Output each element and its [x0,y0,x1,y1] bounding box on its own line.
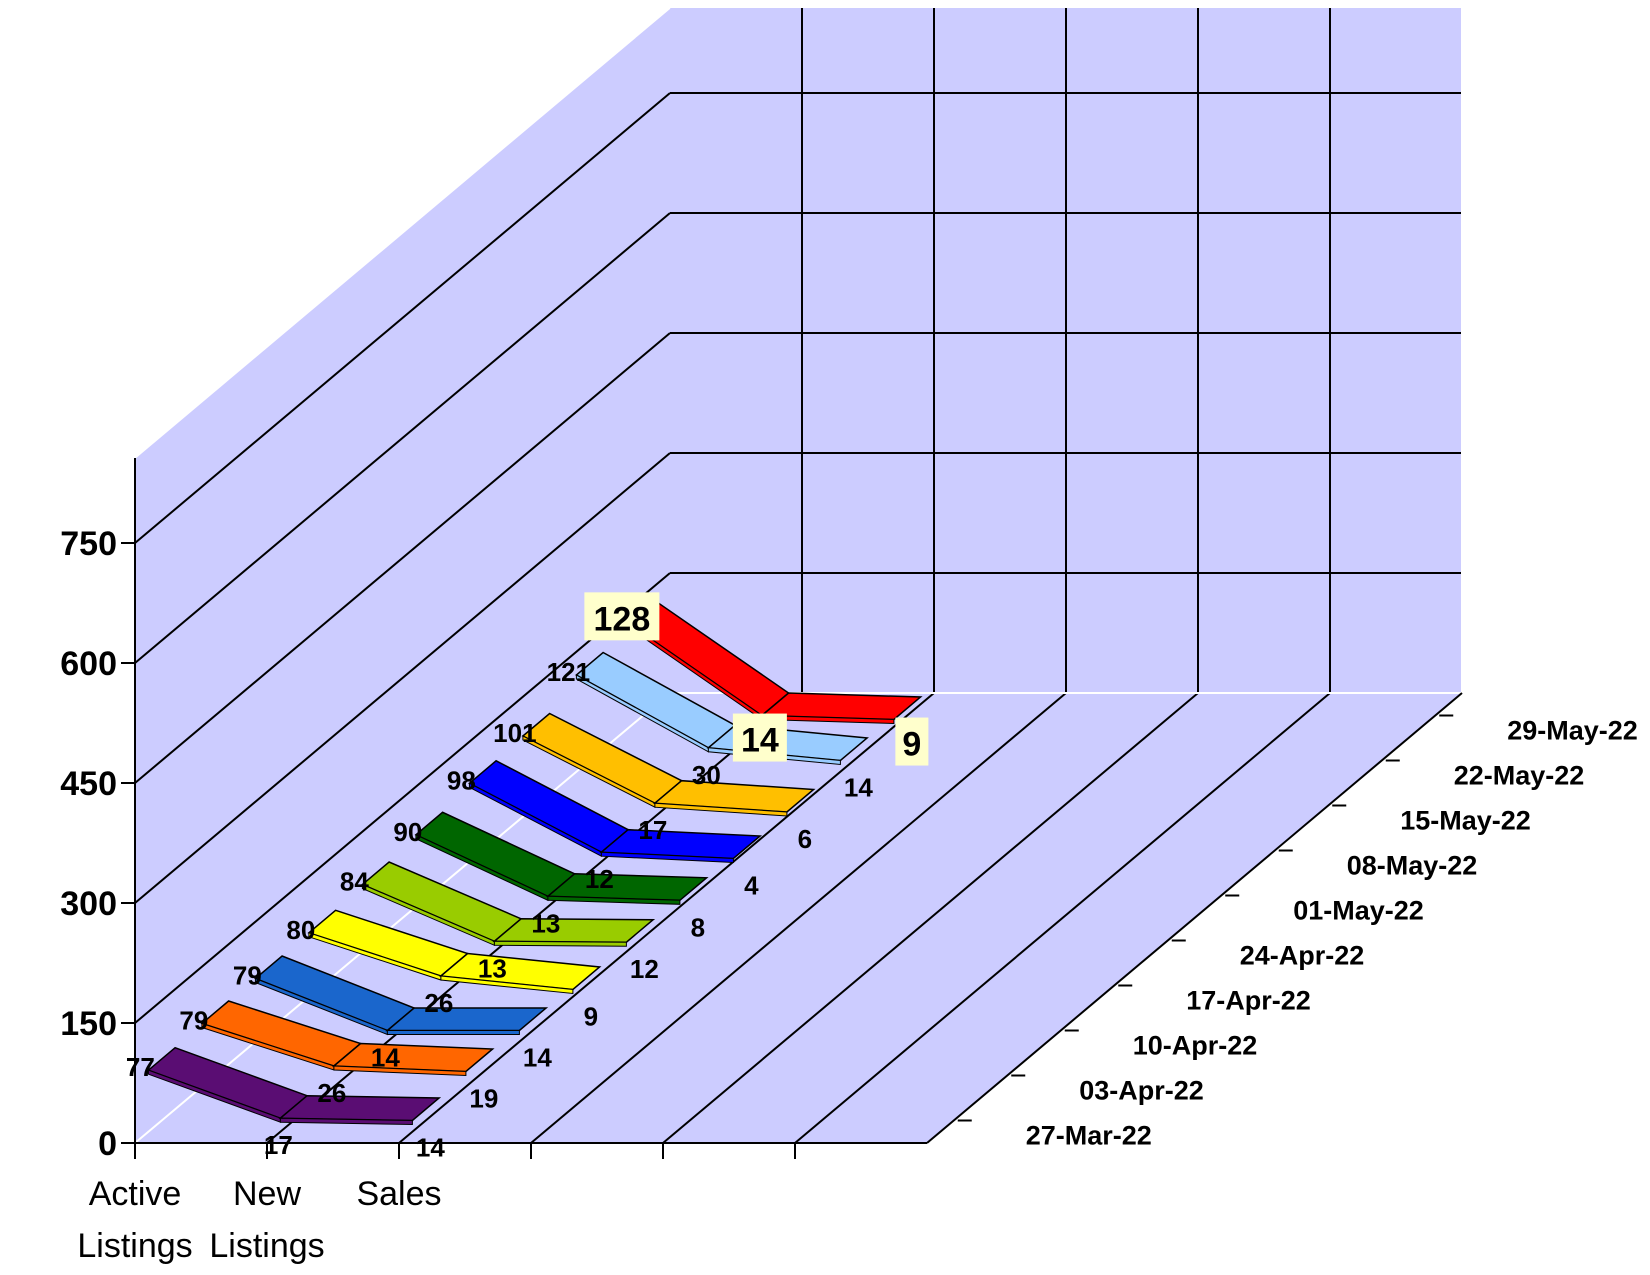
value-label: 90 [393,817,422,847]
value-label: 79 [233,961,262,991]
series-ribbon-27-Mar-22 [146,1046,442,1126]
value-label: 30 [692,760,721,790]
series-label: 10-Apr-22 [1133,1031,1258,1061]
category-label: Active [89,1175,182,1213]
depth-axis-line [926,692,1463,1144]
value-label: 17 [638,815,667,845]
y-tick-label: 0 [98,1125,117,1163]
ribbon-edge [279,1117,413,1126]
value-label: 13 [531,908,560,938]
ribbon-edge [386,1030,520,1035]
left-wall-top-edge [134,7,671,459]
value-label: 98 [447,765,476,795]
left-wall-gridline [134,92,671,544]
series-ribbon-24-Apr-22 [360,861,656,947]
series-label: 03-Apr-22 [1079,1076,1204,1106]
value-label: 9 [584,1002,598,1032]
y-tick-label: 150 [60,1005,117,1043]
value-label: 17 [264,1130,293,1160]
value-label: 80 [286,915,315,945]
series-label: 08-May-22 [1347,851,1478,881]
value-label: 101 [493,718,536,748]
series-label: 29-May-22 [1507,716,1638,746]
series-ribbon-08-May-22 [468,759,763,864]
ribbon-edge [493,940,627,947]
floor-gridline [530,692,1067,1144]
left-wall-gridline [134,212,671,664]
left-wall [135,8,670,1143]
value-label: 6 [798,824,812,854]
ribbon-segment [492,918,656,943]
value-label: 8 [691,912,705,942]
value-label: 12 [630,954,659,984]
series-label: 22-May-22 [1454,761,1585,791]
ribbon-segment [545,873,709,902]
ribbon-edge [333,1065,467,1077]
value-label: 26 [317,1078,346,1108]
value-label-box [732,713,787,762]
category-label: Sales [356,1175,441,1213]
ribbon-segment [385,1007,549,1032]
series-label: 15-May-22 [1400,806,1531,836]
y-tick-label: 450 [60,765,117,803]
value-label: 14 [523,1043,552,1073]
value-label: 13 [478,953,507,983]
series-label: 17-Apr-22 [1186,986,1311,1016]
series-ribbon-10-Apr-22 [253,955,549,1036]
ribbon-edge [654,802,788,817]
category-label: Listings [77,1227,192,1265]
series-ribbon-29-May-22 [628,600,923,725]
ribbon-edge [600,851,734,864]
value-label-box [895,717,929,766]
left-wall-gridline [134,572,671,1024]
ribbon-edge [547,895,681,905]
floor-gridline [794,692,1331,1144]
value-label: 26 [424,988,453,1018]
series-ribbon-17-Apr-22 [307,909,602,995]
series-label: 24-Apr-22 [1240,941,1365,971]
value-label: 9 [902,726,921,764]
value-label: 14 [844,773,873,803]
category-label: New [233,1175,301,1213]
y-tick-label: 300 [60,885,117,923]
category-label: Listings [209,1227,324,1265]
floor-gridline [662,692,1199,1144]
series-label: 01-May-22 [1293,896,1424,926]
left-wall-gridline [134,452,671,904]
floor-gridline [398,692,935,1144]
ribbon-segment [278,1094,442,1122]
value-label: 4 [744,871,759,901]
ribbon-edge [440,975,574,995]
series-ribbon-15-May-22 [521,712,816,817]
value-label-box [584,592,660,641]
series-ribbon-22-May-22 [575,651,869,766]
value-label: 77 [126,1052,155,1082]
value-label: 12 [585,864,614,894]
value-label: 14 [416,1133,445,1163]
value-label: 14 [371,1043,400,1073]
left-wall-gridline [134,332,671,784]
value-label: 84 [340,867,369,897]
value-label: 19 [469,1084,498,1114]
series-ribbon-01-May-22 [414,811,709,905]
value-label: 128 [594,600,651,638]
y-tick-label: 600 [60,645,117,683]
value-label: 14 [741,722,779,760]
series-label: 27-Mar-22 [1026,1121,1152,1151]
y-tick-label: 750 [60,525,117,563]
series-ribbon-03-Apr-22 [200,1000,495,1077]
value-label: 121 [547,657,590,687]
value-label: 79 [179,1006,208,1036]
